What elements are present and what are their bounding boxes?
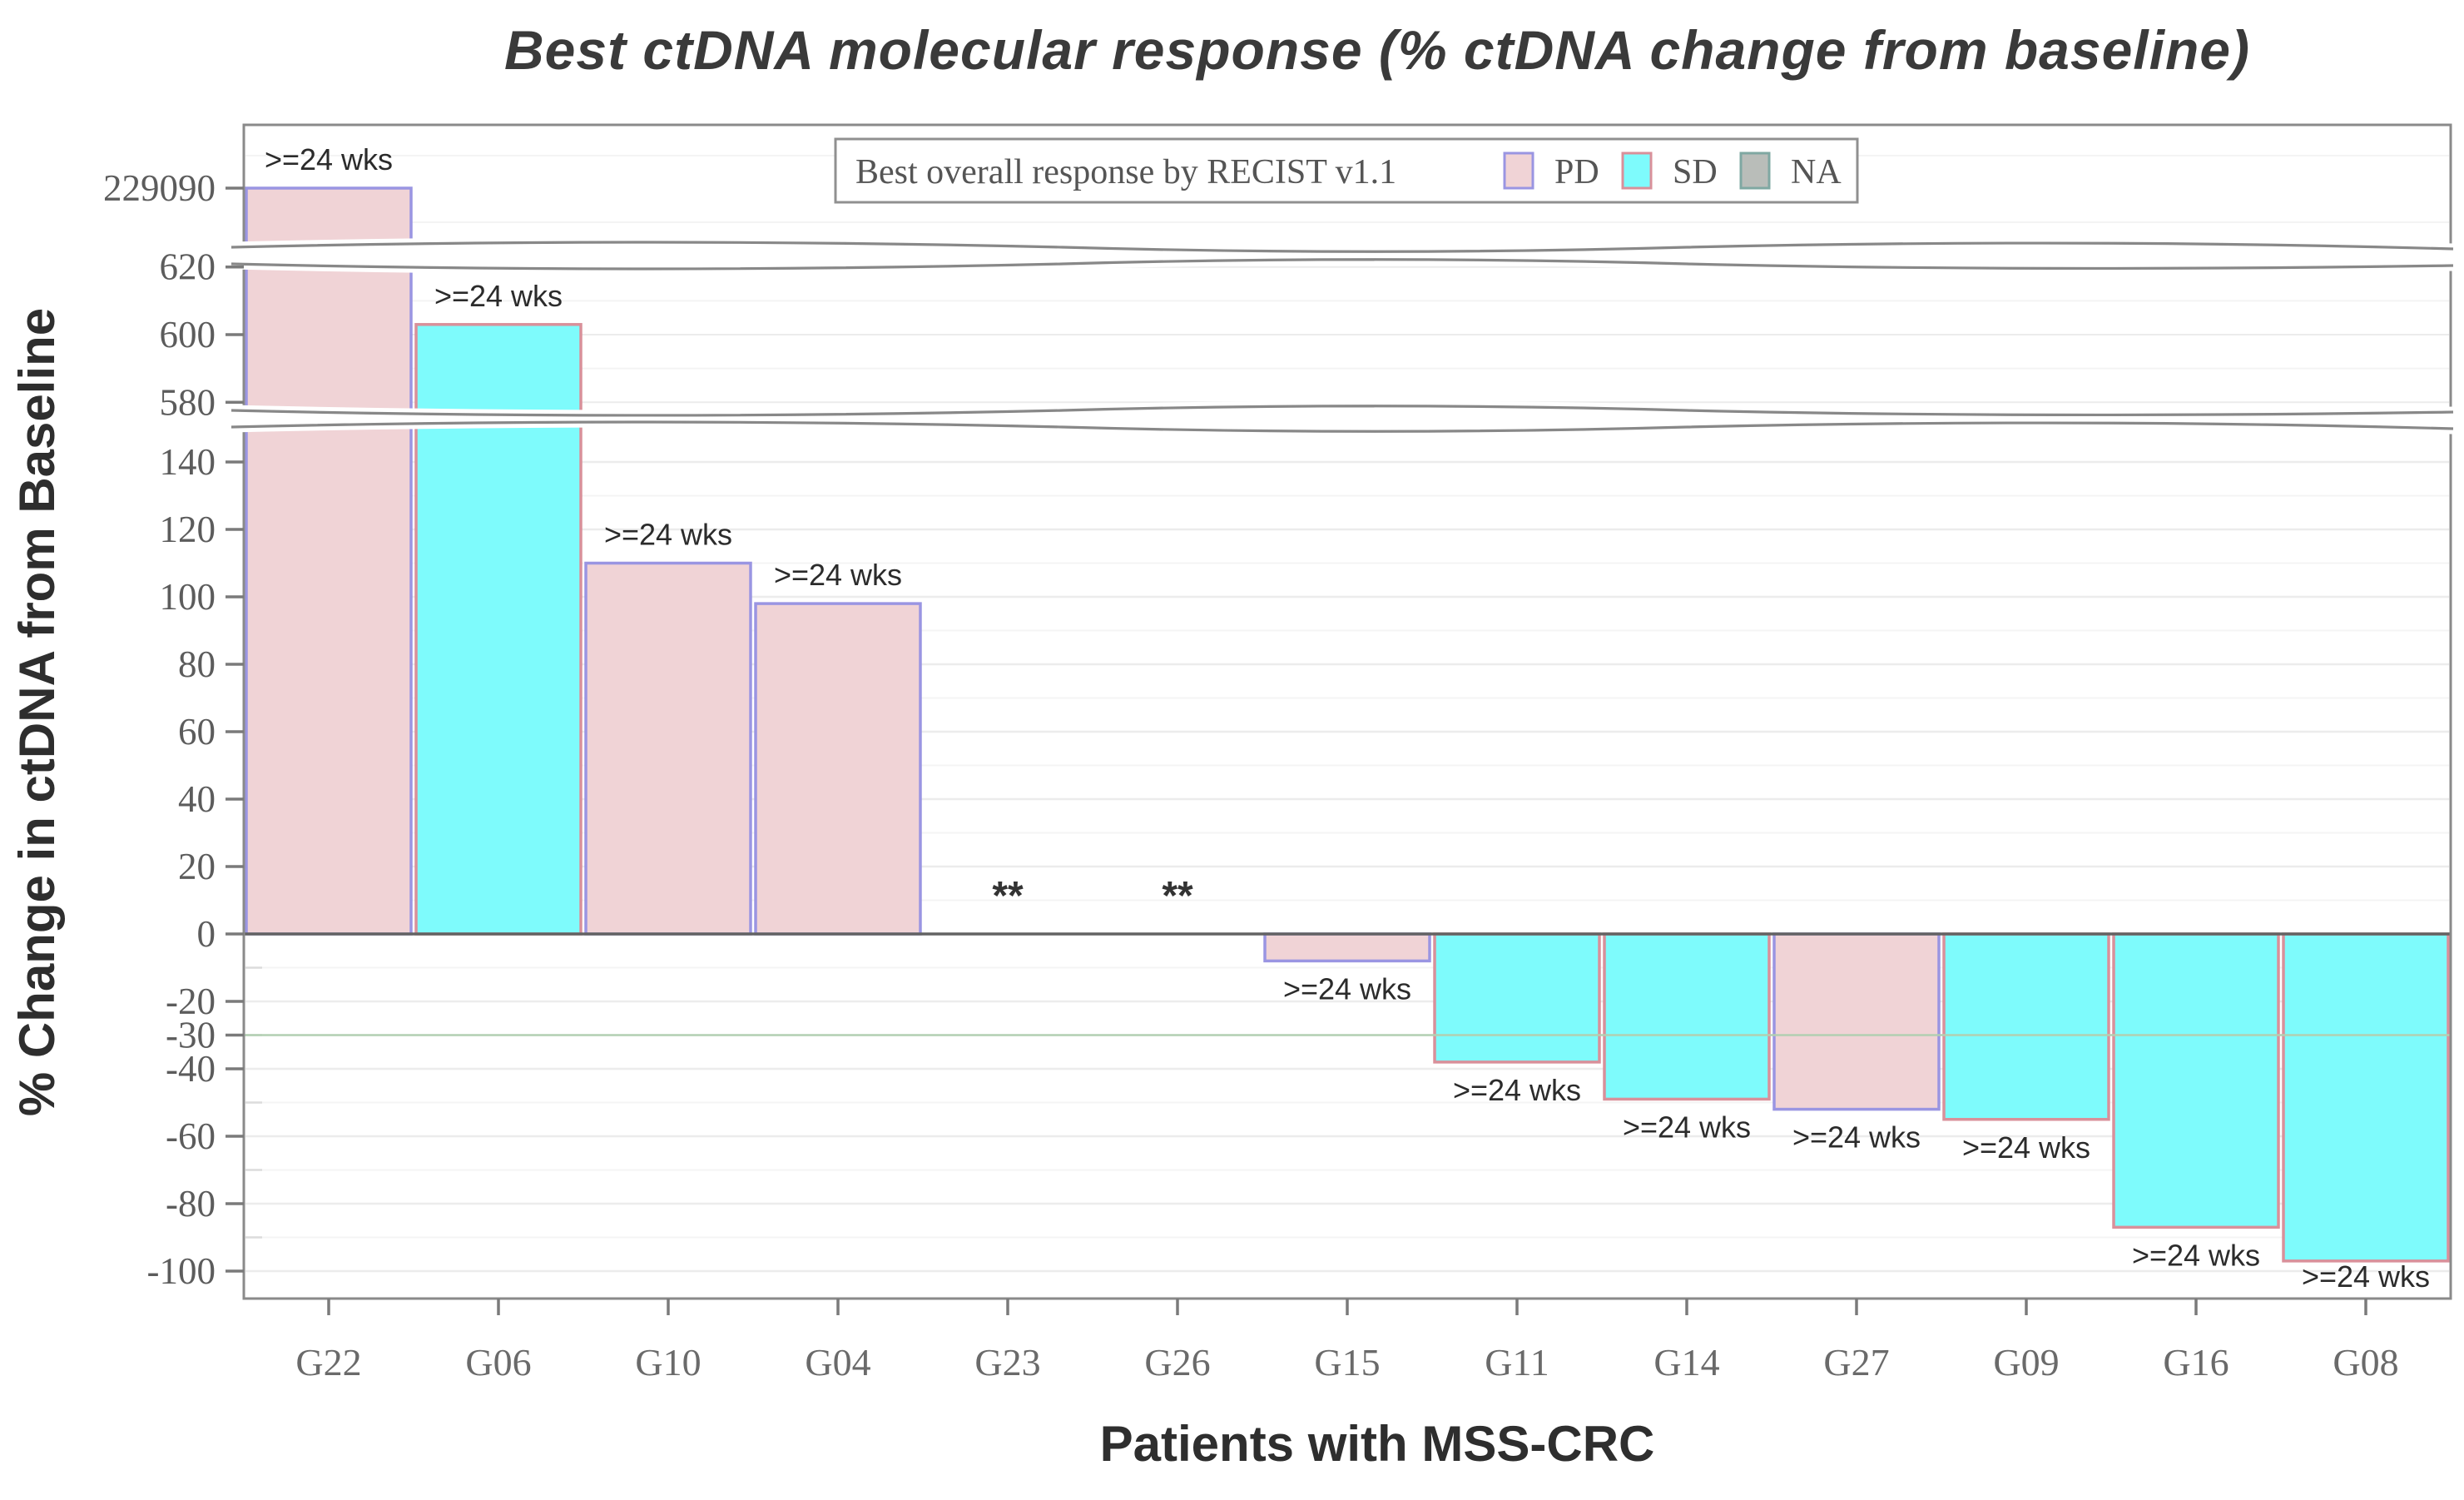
annotation-G14: >=24 wks	[1623, 1110, 1751, 1144]
annotation-G04: >=24 wks	[774, 558, 902, 592]
annotation-G09: >=24 wks	[1962, 1130, 2090, 1165]
annotation-G11: >=24 wks	[1453, 1073, 1581, 1107]
y-tick-label: 20	[178, 846, 216, 887]
x-tick-label-G16: G16	[2163, 1341, 2229, 1383]
bar-G15	[1263, 932, 1431, 963]
y-tick-label: 120	[160, 509, 216, 550]
legend-swatch-SD	[1621, 151, 1653, 190]
y-axis	[226, 186, 244, 1273]
x-tick-label-G26: G26	[1144, 1341, 1210, 1383]
y-tick-label: 80	[178, 643, 216, 685]
no-data-marker-G26: **	[1162, 874, 1193, 918]
x-tick-label-G23: G23	[974, 1341, 1040, 1383]
y-tick-label: -60	[166, 1115, 216, 1157]
x-tick-label-G04: G04	[805, 1341, 870, 1383]
y-tick-label: -100	[147, 1250, 216, 1292]
y-tick-label: -80	[166, 1183, 216, 1224]
y-tick-label: 580	[160, 381, 216, 423]
bar-G27	[1772, 932, 1941, 1111]
legend-title: Best overall response by RECIST v1.1	[855, 153, 1396, 191]
x-tick-label-G14: G14	[1653, 1341, 1719, 1383]
chart-title: Best ctDNA molecular response (% ctDNA c…	[504, 19, 2250, 81]
no-data-marker-G23: **	[992, 874, 1024, 918]
x-tick-label-G10: G10	[635, 1341, 701, 1383]
legend-label-NA: NA	[1791, 153, 1842, 191]
bar-G04	[754, 602, 922, 936]
bar-G11	[1433, 932, 1601, 1064]
x-tick-label-G15: G15	[1314, 1341, 1380, 1383]
bars	[245, 186, 2450, 1263]
legend-swatch-PD	[1503, 151, 1534, 190]
annotation-G10: >=24 wks	[604, 518, 732, 552]
annotation-G27: >=24 wks	[1792, 1120, 1921, 1155]
bar-G14	[1603, 932, 1771, 1101]
y-tick-label: -20	[166, 981, 216, 1022]
annotation-G06: >=24 wks	[434, 279, 563, 313]
bar-G09	[1942, 932, 2110, 1121]
y-tick-label: 40	[178, 778, 216, 820]
x-tick-label-G06: G06	[465, 1341, 531, 1383]
legend-swatch-NA	[1739, 151, 1771, 190]
axis-break-bands	[231, 236, 2454, 437]
y-tick-label: -30	[166, 1015, 216, 1056]
legend-label-SD: SD	[1673, 153, 1718, 191]
bar-G16	[2112, 932, 2280, 1229]
bar-G22	[245, 186, 413, 936]
y-tick-label: 100	[160, 576, 216, 618]
x-tick-label-G09: G09	[1993, 1341, 2059, 1383]
y-tick-label: -40	[166, 1048, 216, 1090]
y-tick-label: 140	[160, 441, 216, 483]
y-tick-label: 620	[160, 246, 216, 288]
bar-G08	[2282, 932, 2450, 1263]
x-tick-label-G22: G22	[295, 1341, 361, 1383]
annotation-G08: >=24 wks	[2302, 1259, 2430, 1294]
y-tick-label: 60	[178, 711, 216, 752]
x-tick-label-G11: G11	[1485, 1341, 1549, 1383]
y-tick-label: 0	[197, 913, 216, 955]
annotation-G22: >=24 wks	[265, 142, 393, 176]
x-axis	[327, 1299, 2367, 1315]
x-tick-label-G08: G08	[2333, 1341, 2398, 1383]
bar-G10	[584, 561, 752, 936]
x-tick-label-G27: G27	[1823, 1341, 1889, 1383]
legend	[834, 137, 1859, 204]
annotation-G15: >=24 wks	[1283, 971, 1411, 1006]
x-axis-title: Patients with MSS-CRC	[1099, 1416, 1655, 1472]
annotation-G16: >=24 wks	[2132, 1238, 2260, 1272]
legend-box	[834, 137, 1859, 204]
legend-label-PD: PD	[1554, 153, 1599, 191]
y-tick-label: 600	[160, 314, 216, 355]
y-tick-label: 229090	[103, 167, 216, 209]
